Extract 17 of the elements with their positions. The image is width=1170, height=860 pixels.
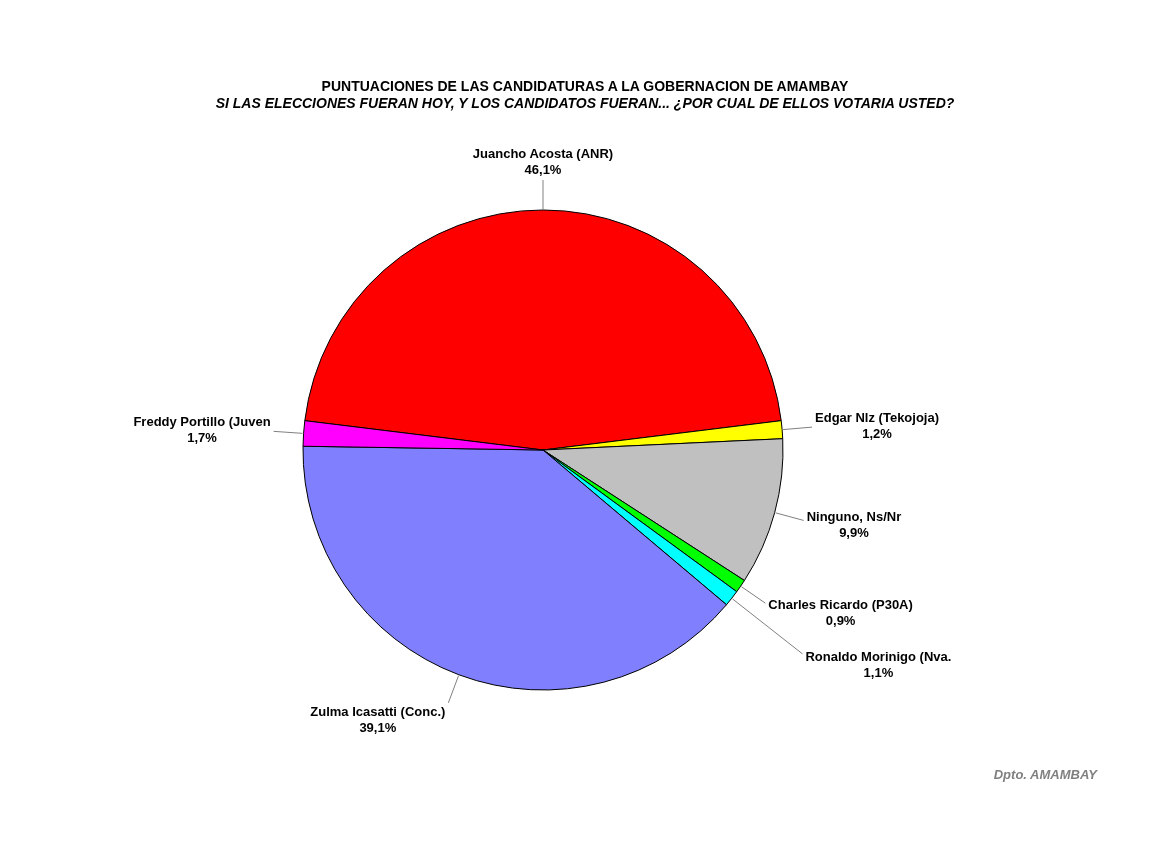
slice-label: Ninguno, Ns/Nr [806,509,902,525]
text: Dpto. AMAMBAY [993,767,1099,782]
chart-title: PUNTUACIONES DE LAS CANDIDATURAS A LA GOBERNACION DE AMAMBAY [321,78,850,94]
slice-label: Charles Ricardo (P30A) [768,597,913,613]
slice-label: Edgar Nlz (Tekojoja) [815,409,940,425]
data-label: 1,1% [863,665,894,681]
data-label: 0,9% [825,613,856,629]
data-label: 1,7% [187,430,218,446]
data-label: 39,1% [359,719,397,735]
data-label: 9,9% [839,525,870,541]
chart-subtitle: SI LAS ELECCIONES FUERAN HOY, Y LOS CANDIDATOS FUERAN... ¿POR CUAL DE ELLOS VOTARIA USTED? [215,95,955,111]
data-label: 46,1% [524,162,562,177]
slice-label: Ronaldo Morinigo (Nva. [805,649,952,665]
slice-label: Juancho Acosta (ANR) [472,146,614,161]
data-label: 1,2% [862,425,893,441]
slice-label: Freddy Portillo (Juven [133,414,271,430]
slice-label: Zulma Icasatti (Conc.) [310,703,446,719]
